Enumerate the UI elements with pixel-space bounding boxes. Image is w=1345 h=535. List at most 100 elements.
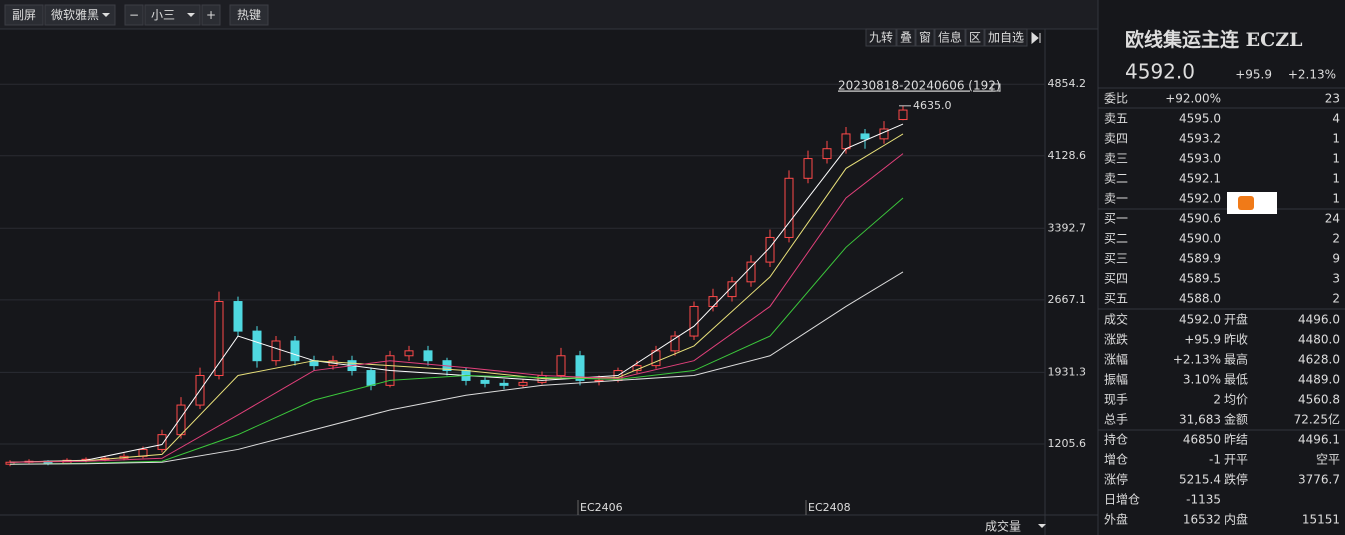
stat-value: 3776.7	[1298, 473, 1340, 487]
book-price: 4590.0	[1179, 232, 1221, 246]
moving-average	[9, 153, 904, 463]
candle-body	[689, 305, 699, 337]
stat-value: 空平	[1316, 453, 1340, 467]
toolbar-button[interactable]	[44, 4, 116, 26]
volume-arrow	[1038, 524, 1046, 528]
chart-tool-label[interactable]: 叠	[900, 31, 912, 45]
moving-average	[9, 197, 904, 465]
candle-body	[898, 109, 908, 121]
book-volume: 1	[1332, 152, 1340, 166]
candle-body	[271, 340, 281, 362]
book-label: 卖一	[1104, 192, 1128, 206]
candle-body	[841, 133, 851, 150]
stat-value: 31,683	[1179, 413, 1221, 427]
candle-body	[727, 281, 737, 298]
toolbar-button[interactable]	[229, 4, 269, 26]
chart-tool-button[interactable]	[965, 28, 985, 47]
stat-label: 最高	[1224, 352, 1248, 367]
toolbar-button[interactable]	[144, 4, 201, 26]
toolbar-button-label[interactable]: 热键	[237, 8, 261, 22]
quote-change: +95.9	[1235, 68, 1272, 82]
chart-tool-label[interactable]: 区	[969, 31, 981, 45]
book-price: 4593.0	[1179, 152, 1221, 166]
candle-body	[765, 236, 775, 263]
chart-tool-label[interactable]: 信息	[938, 30, 962, 45]
book-volume: 24	[1325, 212, 1340, 226]
stat-label: 涨停	[1104, 472, 1128, 487]
toolbar-button-label[interactable]: 副屏	[12, 8, 36, 22]
ratio-diff: 23	[1325, 92, 1340, 106]
chart-tool-button[interactable]	[984, 28, 1028, 47]
candle-body	[803, 158, 813, 179]
moving-average	[9, 133, 904, 463]
chart-tool-label[interactable]: 九转	[869, 30, 893, 45]
expand-icon[interactable]	[1031, 31, 1041, 45]
candle-body	[860, 133, 870, 140]
stat-value: 4496.0	[1298, 313, 1340, 327]
quote-price: 4592.0	[1125, 60, 1195, 84]
candle-body	[708, 296, 718, 307]
candle-body	[290, 340, 300, 362]
stat-value: -1	[1209, 453, 1221, 467]
contract-label: EC2406	[580, 501, 623, 514]
book-price: 4589.9	[1179, 252, 1221, 266]
book-price: 4592.0	[1179, 192, 1221, 206]
quote-pct: +2.13%	[1288, 68, 1336, 82]
toolbar-button-label[interactable]: −	[129, 8, 139, 22]
chart-tool-button[interactable]	[934, 28, 966, 47]
book-label: 卖二	[1104, 172, 1128, 186]
stat-label: 开盘	[1224, 312, 1248, 327]
ratio-value: +92.00%	[1165, 92, 1221, 106]
stat-value: +2.13%	[1173, 353, 1221, 367]
toolbar-button-label[interactable]: 小三	[151, 8, 175, 22]
stat-value: +95.9	[1184, 333, 1221, 347]
y-tick-label: 2667.1	[1048, 293, 1087, 306]
candle-body	[423, 350, 433, 362]
book-volume: 1	[1332, 172, 1340, 186]
toolbar-button[interactable]	[4, 4, 44, 26]
stat-value: 16532	[1183, 513, 1221, 527]
candle-body	[670, 335, 680, 352]
stat-label: 昨结	[1224, 433, 1248, 447]
chart-tool-label[interactable]: 加自选	[988, 31, 1024, 45]
chart-tool-button[interactable]	[896, 28, 916, 47]
stat-label: 持仓	[1104, 432, 1128, 447]
book-label: 买四	[1104, 272, 1128, 286]
y-tick-label: 1205.6	[1048, 437, 1087, 450]
book-volume: 1	[1332, 192, 1340, 206]
toolbar-button[interactable]	[201, 4, 221, 26]
chart-tool-button[interactable]	[915, 28, 935, 47]
stat-value: 4480.0	[1298, 333, 1340, 347]
range-label[interactable]: 20230818-20240606 (192)	[838, 79, 1001, 93]
book-volume: 2	[1332, 292, 1340, 306]
candle-body	[157, 434, 167, 450]
stat-label: 振幅	[1104, 372, 1128, 387]
stat-value: -1135	[1186, 493, 1221, 507]
candle-body	[518, 381, 528, 386]
stat-label: 成交	[1104, 312, 1128, 327]
book-label: 买一	[1104, 212, 1128, 226]
app-icon-mark	[1238, 196, 1254, 210]
stat-value: 3.10%	[1183, 373, 1221, 387]
chart-tool-button[interactable]	[865, 28, 897, 47]
toolbar-button-label[interactable]: 微软雅黑	[51, 7, 99, 22]
book-volume: 1	[1332, 132, 1340, 146]
toolbar-button[interactable]	[124, 4, 144, 26]
book-label: 卖四	[1104, 132, 1128, 146]
y-tick-label: 1931.3	[1048, 365, 1087, 378]
moving-average	[9, 271, 904, 465]
stat-label: 总手	[1104, 413, 1128, 427]
candle-body	[233, 301, 243, 332]
stat-label: 金额	[1224, 412, 1248, 427]
stat-value: 5215.4	[1179, 473, 1221, 487]
chart-tool-label[interactable]: 窗	[919, 31, 931, 45]
volume-label[interactable]: 成交量	[985, 519, 1021, 534]
toolbar-button-label[interactable]: +	[206, 8, 216, 22]
stat-value: 4628.0	[1298, 353, 1340, 367]
book-label: 买五	[1104, 292, 1128, 306]
dropdown-arrow	[102, 13, 110, 17]
ratio-label: 委比	[1104, 92, 1128, 106]
stat-label: 现手	[1104, 393, 1128, 407]
stat-value: 2	[1213, 393, 1221, 407]
